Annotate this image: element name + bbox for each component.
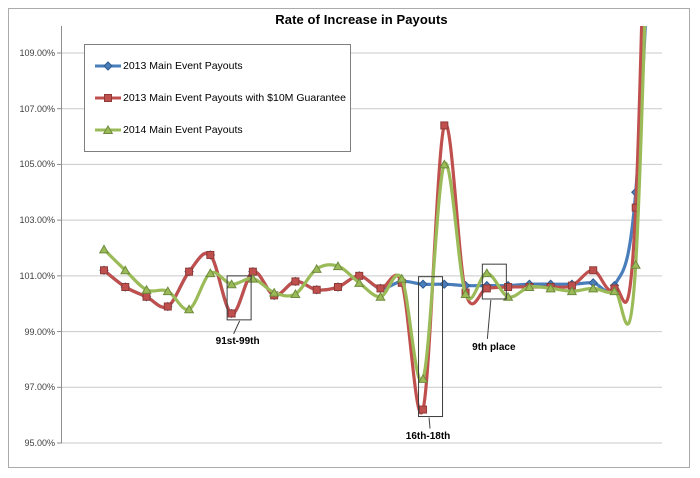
triangle-marker-icon xyxy=(268,287,280,297)
triangle-marker-icon xyxy=(354,277,365,287)
annotation-box xyxy=(481,263,507,300)
diamond-marker-icon xyxy=(95,61,121,71)
triangle-marker-icon xyxy=(460,288,471,298)
annotation-box xyxy=(418,276,444,418)
square-marker-icon xyxy=(504,283,513,291)
square-marker-icon xyxy=(376,284,385,293)
triangle-marker-icon xyxy=(375,291,386,301)
triangle-marker-icon xyxy=(417,373,429,383)
annotation-label: 16th-18th xyxy=(405,430,451,442)
series-group xyxy=(98,26,647,415)
triangle-marker-icon xyxy=(98,244,110,254)
legend-item-2014-payouts: 2014 Main Event Payouts xyxy=(94,124,348,136)
annotation-leader-line xyxy=(428,417,431,429)
series-markers-2 xyxy=(100,121,640,414)
triangle-marker-icon xyxy=(141,284,152,294)
series-markers-3 xyxy=(98,159,641,383)
y-axis-tick-label: 105.00% xyxy=(19,159,55,170)
y-axis-tick-label: 109.00% xyxy=(19,48,55,58)
square-marker-icon xyxy=(291,277,300,286)
triangle-marker-icon xyxy=(481,268,493,278)
triangle-marker-icon xyxy=(332,261,344,271)
square-marker-icon xyxy=(333,283,342,291)
triangle-marker-icon xyxy=(183,304,195,314)
triangle-marker-icon xyxy=(396,273,407,283)
square-marker-icon xyxy=(589,266,598,275)
square-marker-icon xyxy=(100,266,108,275)
legend-box: 2013 Main Event Payouts 2013 Main Event … xyxy=(84,44,351,152)
square-marker-icon xyxy=(419,405,428,414)
square-marker-icon xyxy=(440,121,449,130)
triangle-marker-icon xyxy=(95,124,121,134)
y-axis-tick-label: 95.00% xyxy=(24,438,55,448)
legend-item-2013-payouts: 2013 Main Event Payouts xyxy=(94,60,348,72)
annotation-label: 9th place xyxy=(472,341,516,353)
triangle-marker-icon xyxy=(524,281,535,291)
square-marker-icon xyxy=(95,94,121,102)
legend-item-2013-payouts-guarantee: 2013 Main Event Payouts with $10M Guaran… xyxy=(94,92,348,104)
diamond-marker-icon xyxy=(103,61,113,71)
square-marker-icon xyxy=(227,309,236,318)
legend-label: 2014 Main Event Payouts xyxy=(123,124,243,136)
square-marker-icon xyxy=(142,292,151,301)
triangle-marker-icon xyxy=(630,259,641,269)
triangle-marker-icon xyxy=(205,268,216,278)
chart-title: Rate of Increase in Payouts xyxy=(275,12,448,27)
legend-label: 2013 Main Event Payouts xyxy=(123,60,243,72)
annotation-box xyxy=(226,275,252,321)
triangle-marker-icon xyxy=(566,286,578,296)
triangle-marker-icon xyxy=(120,265,131,275)
triangle-marker-icon xyxy=(226,279,237,289)
y-axis-tick-label: 107.00% xyxy=(19,103,55,114)
square-marker-icon xyxy=(104,94,112,102)
square-marker-icon xyxy=(121,283,130,291)
annotation-leader-line xyxy=(233,320,241,335)
triangle-marker-icon xyxy=(545,283,556,293)
annotation-label: 91st-99th xyxy=(215,335,260,347)
square-marker-icon xyxy=(163,302,172,311)
y-axis-tick-label: 103.00% xyxy=(19,215,55,226)
y-axis-tick-label: 99.00% xyxy=(24,326,55,337)
triangle-marker-icon xyxy=(439,159,450,169)
triangle-marker-icon xyxy=(162,286,173,296)
triangle-marker-icon xyxy=(588,283,599,293)
diamond-marker-icon xyxy=(418,279,428,289)
square-marker-icon xyxy=(312,285,321,294)
legend-label: 2013 Main Event Payouts with $10M Guaran… xyxy=(123,92,346,104)
square-marker-icon xyxy=(206,250,215,259)
triangle-marker-icon xyxy=(102,124,114,134)
square-marker-icon xyxy=(482,284,491,293)
y-axis-tick-label: 101.00% xyxy=(19,270,55,281)
triangle-marker-icon xyxy=(311,263,322,273)
triangle-marker-icon xyxy=(290,288,301,298)
annotation-leader-line xyxy=(486,299,492,340)
square-marker-icon xyxy=(185,267,194,276)
triangle-marker-icon xyxy=(609,286,620,296)
y-axis-tick-label: 97.00% xyxy=(24,382,55,393)
diamond-marker-icon xyxy=(439,279,450,289)
